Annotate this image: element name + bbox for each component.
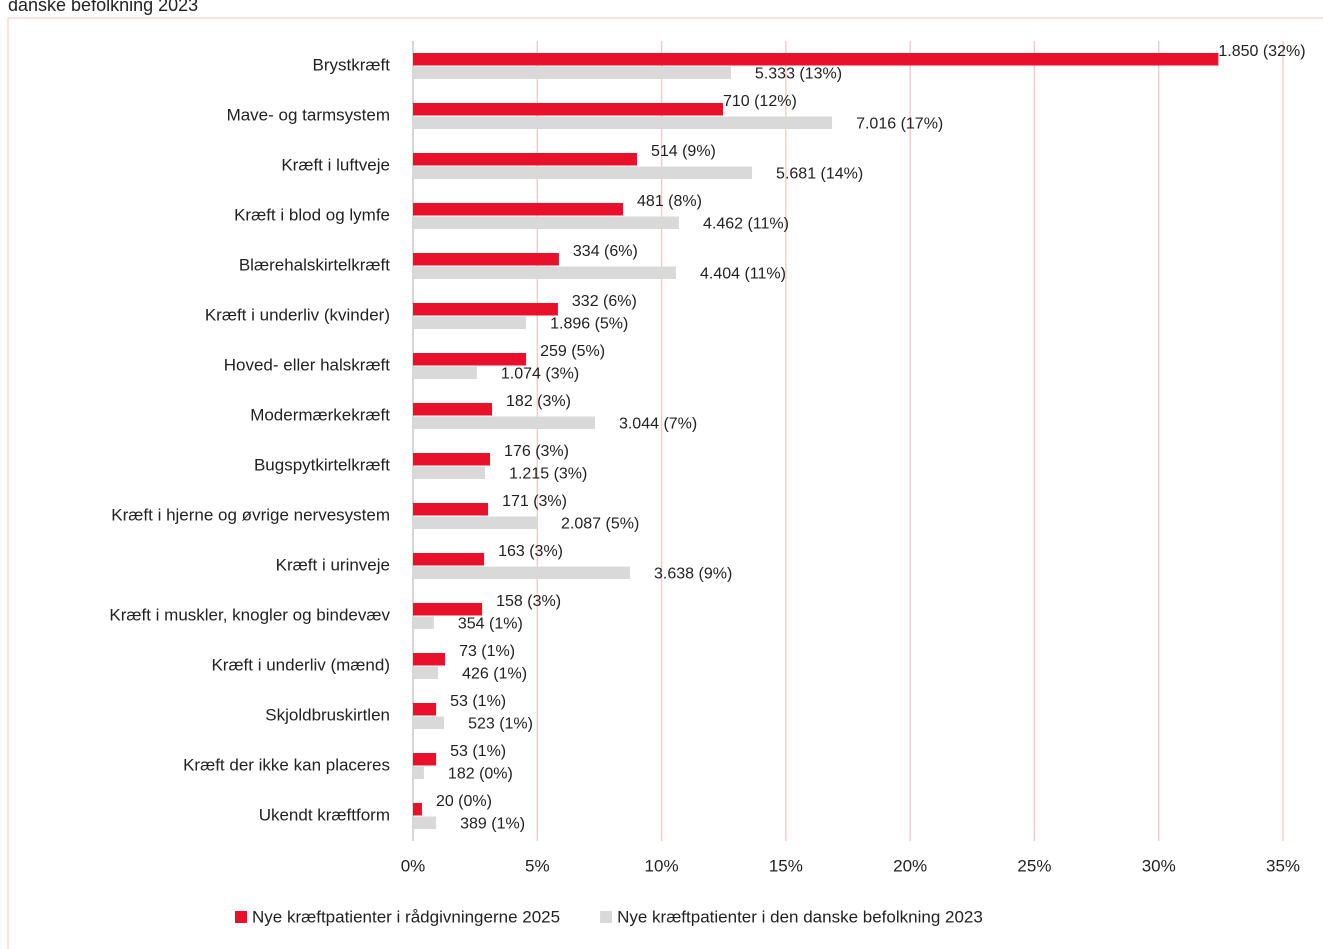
value-label: 158 (3%) xyxy=(496,593,561,610)
y-tick-label: Kræft i blod og lymfe xyxy=(234,205,390,224)
value-label: 1.896 (5%) xyxy=(550,316,628,333)
bar xyxy=(413,66,731,79)
value-label: 182 (0%) xyxy=(448,766,513,783)
y-tick-label: Bugspytkirtelkræft xyxy=(254,455,390,474)
y-tick-label: Kræft i luftveje xyxy=(281,155,390,174)
bar xyxy=(413,216,679,229)
value-label: 53 (1%) xyxy=(450,743,506,760)
value-label: 3.638 (9%) xyxy=(654,566,732,583)
bar xyxy=(413,616,434,629)
value-label: 1.850 (32%) xyxy=(1218,43,1305,60)
value-label: 20 (0%) xyxy=(436,793,492,810)
bar xyxy=(413,503,489,516)
y-tick-label: Hoved- eller halskræft xyxy=(224,355,391,374)
value-label: 5.333 (13%) xyxy=(755,66,842,83)
bar xyxy=(413,303,558,316)
bar xyxy=(413,653,446,666)
y-tick-label: Kræft i hjerne og øvrige nervesystem xyxy=(111,505,390,524)
y-tick-label: Kræft i underliv (mænd) xyxy=(211,655,390,674)
value-label: 73 (1%) xyxy=(459,643,515,660)
legend-swatch xyxy=(235,911,247,923)
x-tick-label: 5% xyxy=(525,856,550,875)
bar xyxy=(413,316,527,329)
bar xyxy=(413,166,753,179)
bar xyxy=(413,553,485,566)
value-label: 4.404 (11%) xyxy=(700,266,786,283)
bar xyxy=(413,816,437,829)
bar xyxy=(413,666,439,679)
x-tick-label: 0% xyxy=(401,856,426,875)
x-tick-label: 25% xyxy=(1017,856,1051,875)
bar xyxy=(413,703,437,716)
value-label: 332 (6%) xyxy=(572,293,637,310)
value-label: 182 (3%) xyxy=(506,393,571,410)
frame xyxy=(7,17,1323,949)
bar xyxy=(413,116,833,129)
y-tick-label: Blærehalskirtelkræft xyxy=(239,255,390,274)
x-tick-label: 35% xyxy=(1266,856,1300,875)
value-label: 53 (1%) xyxy=(450,693,506,710)
chart-title: danske befolkning 2023 xyxy=(8,0,198,15)
value-label: 7.016 (17%) xyxy=(856,116,943,133)
bar xyxy=(413,203,624,216)
x-tick-label: 20% xyxy=(893,856,927,875)
bar xyxy=(413,266,676,279)
y-tick-label: Ukendt kræftform xyxy=(259,805,390,824)
bar xyxy=(413,466,486,479)
value-label: 5.681 (14%) xyxy=(776,166,863,183)
value-label: 2.087 (5%) xyxy=(561,516,639,533)
y-tick-label: Skjoldbruskirtlen xyxy=(265,705,390,724)
value-label: 710 (12%) xyxy=(723,93,797,110)
bar xyxy=(413,803,422,816)
value-label: 514 (9%) xyxy=(651,143,716,160)
bar xyxy=(413,366,477,379)
y-tick-label: Brystkræft xyxy=(313,55,391,74)
y-tick-label: Kræft der ikke kan placeres xyxy=(183,755,390,774)
bar xyxy=(413,603,483,616)
x-tick-label: 30% xyxy=(1142,856,1176,875)
bar xyxy=(413,103,723,116)
legend-swatch xyxy=(600,911,613,923)
x-tick-label: 10% xyxy=(645,856,679,875)
bar xyxy=(413,766,424,779)
value-label: 389 (1%) xyxy=(460,816,525,833)
bar xyxy=(413,716,445,729)
value-label: 523 (1%) xyxy=(468,716,533,733)
value-label: 163 (3%) xyxy=(498,543,563,560)
value-label: 4.462 (11%) xyxy=(703,216,789,233)
legend-label: Nye kræftpatienter i den danske befolkni… xyxy=(617,907,983,926)
value-label: 354 (1%) xyxy=(458,616,523,633)
y-tick-label: Kræft i underliv (kvinder) xyxy=(205,305,390,324)
value-label: 171 (3%) xyxy=(502,493,567,510)
value-label: 1.074 (3%) xyxy=(501,366,579,383)
bar xyxy=(413,566,631,579)
value-label: 334 (6%) xyxy=(573,243,638,260)
bar xyxy=(413,153,637,166)
legend-label: Nye kræftpatienter i rådgivningerne 2025 xyxy=(252,907,560,926)
value-label: 1.215 (3%) xyxy=(509,466,587,483)
y-tick-label: Kræft i urinveje xyxy=(276,555,390,574)
x-tick-label: 15% xyxy=(769,856,803,875)
bar xyxy=(413,453,491,466)
bar xyxy=(413,516,538,529)
bar xyxy=(413,416,595,429)
bar xyxy=(413,403,493,416)
value-label: 426 (1%) xyxy=(462,666,527,683)
bar xyxy=(413,753,437,766)
value-label: 481 (8%) xyxy=(637,193,702,210)
y-tick-label: Modermærkekræft xyxy=(250,405,390,424)
bar xyxy=(413,353,527,366)
bar xyxy=(413,53,1219,66)
value-label: 259 (5%) xyxy=(540,343,605,360)
y-tick-label: Kræft i muskler, knogler og bindevæv xyxy=(109,605,390,624)
y-tick-label: Mave- og tarmsystem xyxy=(227,105,390,124)
bar xyxy=(413,253,559,266)
value-label: 3.044 (7%) xyxy=(619,416,697,433)
value-label: 176 (3%) xyxy=(504,443,569,460)
